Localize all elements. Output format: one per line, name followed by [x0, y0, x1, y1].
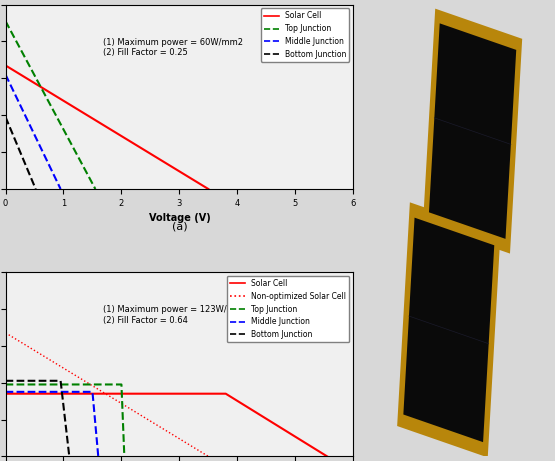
X-axis label: Voltage (V): Voltage (V)	[149, 213, 210, 223]
Text: (1) Maximum power = 123W/mm2
(2) Fill Factor = 0.64: (1) Maximum power = 123W/mm2 (2) Fill Fa…	[103, 305, 248, 325]
Legend: Solar Cell, Top Junction, Middle Junction, Bottom Junction: Solar Cell, Top Junction, Middle Junctio…	[260, 8, 350, 62]
Polygon shape	[429, 24, 516, 239]
Legend: Solar Cell, Non-optimized Solar Cell, Top Junction, Middle Junction, Bottom Junc: Solar Cell, Non-optimized Solar Cell, To…	[227, 276, 350, 342]
Text: (a): (a)	[171, 222, 187, 231]
Polygon shape	[403, 218, 495, 442]
Text: (1) Maximum power = 60W/mm2
(2) Fill Factor = 0.25: (1) Maximum power = 60W/mm2 (2) Fill Fac…	[103, 38, 243, 57]
Polygon shape	[423, 9, 522, 254]
Polygon shape	[397, 202, 501, 457]
